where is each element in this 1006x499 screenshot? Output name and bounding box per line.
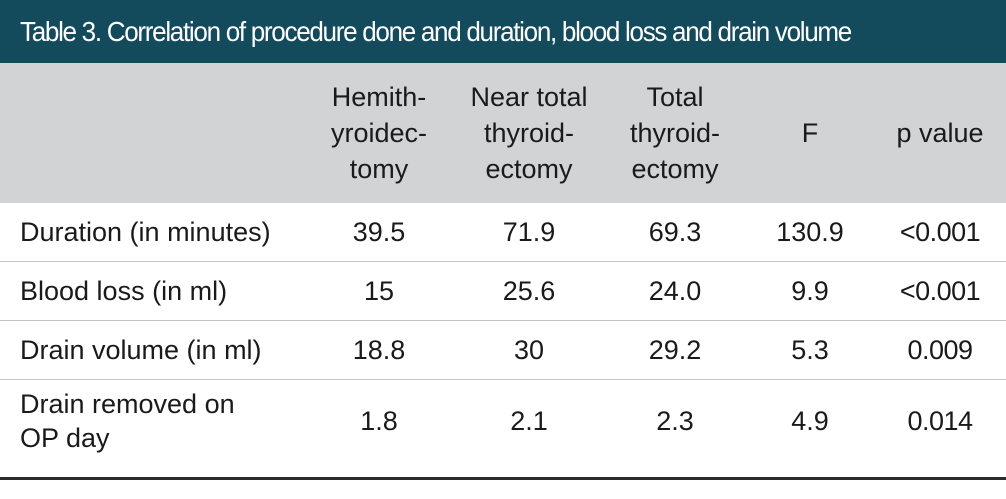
correlation-table: Hemith- yroidec- tomy Near total thyroid… — [0, 63, 1006, 462]
row-label: Blood loss (in ml) — [0, 261, 304, 321]
cell-value: 15 — [304, 261, 454, 321]
header-total-thyroidectomy: Total thyroid- ectomy — [604, 63, 746, 203]
cell-value: 4.9 — [791, 406, 829, 436]
cell-value: 0.014 — [907, 406, 973, 436]
header-band — [0, 63, 1006, 203]
header-line: p value — [896, 118, 984, 148]
header-hemithyroidectomy: Hemith- yroidec- tomy — [304, 63, 454, 203]
table-row: Blood loss (in ml) 15 25.6 24.0 9.9 <0.0… — [0, 261, 1006, 321]
row-label: Drain removed on OP day — [20, 389, 235, 453]
cell-value: <0.001 — [874, 203, 1006, 262]
table-title-bar: Table 3. Correlation of procedure done a… — [0, 0, 1006, 63]
header-line: thyroid- — [629, 118, 721, 148]
header-line: Near total — [470, 82, 588, 112]
table-row: Drain volume (in ml) 18.8 30 29.2 5.3 0.… — [0, 320, 1006, 380]
cell-value: 5.3 — [746, 320, 874, 380]
cell-value: <0.001 — [874, 261, 1006, 321]
cell-value: 130.9 — [746, 203, 874, 262]
cell-value: 69.3 — [604, 203, 746, 262]
header-line: F — [801, 118, 819, 148]
table-title: Table 3. Correlation of procedure done a… — [20, 15, 852, 47]
cell-value: 9.9 — [746, 261, 874, 321]
header-near-total-thyroidectomy: Near total thyroid- ectomy — [454, 63, 604, 203]
row-label: Duration (in minutes) — [0, 203, 304, 262]
row-label: Drain volume (in ml) — [0, 320, 304, 380]
row-label-cell: Drain removed on OP day — [0, 380, 304, 463]
header-line: yroidec- — [330, 118, 428, 148]
cell-value: 24.0 — [604, 261, 746, 321]
table-header-row: Hemith- yroidec- tomy Near total thyroid… — [0, 63, 1006, 203]
header-empty-cell — [0, 63, 304, 203]
header-p-value: p value — [874, 63, 1006, 203]
cell-value: 39.5 — [304, 203, 454, 262]
cell-value: 29.2 — [604, 320, 746, 380]
cell-value: 0.009 — [874, 320, 1006, 380]
cell-value: 2.3 — [656, 406, 694, 436]
header-line: ectomy — [485, 154, 573, 184]
bottom-rule — [0, 477, 1006, 480]
header-f: F — [746, 63, 874, 203]
cell-value: 1.8 — [360, 406, 398, 436]
header-line: Total — [646, 82, 704, 112]
cell-value: 25.6 — [454, 261, 604, 321]
cell-value: 71.9 — [454, 203, 604, 262]
header-line: Hemith- — [331, 82, 427, 112]
table-row: Duration (in minutes) 39.5 71.9 69.3 130… — [0, 203, 1006, 262]
header-line: thyroid- — [483, 118, 575, 148]
header-line: tomy — [349, 154, 409, 184]
table-row: Drain removed on OP day 1.8 2.1 2.3 4.9 … — [0, 380, 1006, 463]
cell-value: 30 — [454, 320, 604, 380]
header-line: ectomy — [631, 154, 719, 184]
cell-value: 2.1 — [510, 406, 548, 436]
cell-value: 18.8 — [304, 320, 454, 380]
